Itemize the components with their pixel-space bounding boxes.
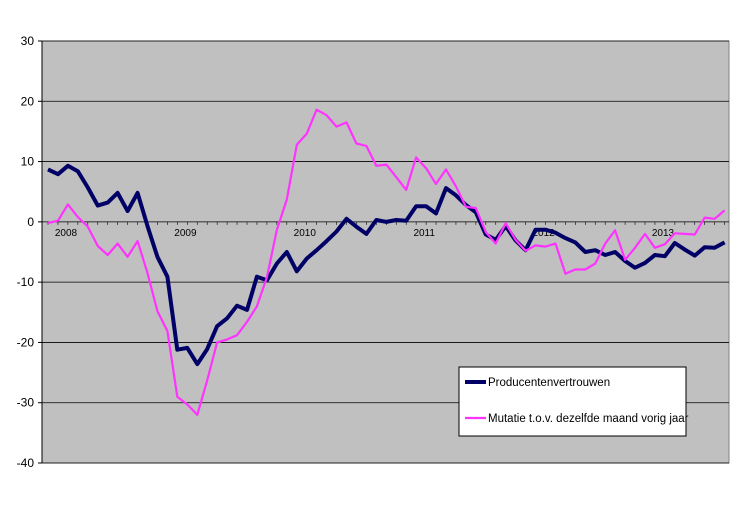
y-tick-label: 10: [21, 155, 35, 169]
y-tick-label: 30: [21, 34, 35, 48]
year-label-2008: 2008: [55, 228, 78, 239]
legend-label-2: Mutatie t.o.v. dezelfde maand vorig jaar: [488, 413, 689, 425]
year-label-2011: 2011: [413, 228, 435, 239]
series-lines: [47, 108, 726, 416]
y-tick-label: -30: [17, 396, 35, 410]
year-label-2012: 2012: [532, 228, 555, 239]
y-axis: 30 20 10 0 -10 -20 -30 -40: [17, 34, 43, 470]
legend: Producentenvertrouwen Mutatie t.o.v. deze…: [458, 366, 689, 437]
year-label-2009: 2009: [174, 228, 197, 239]
series-line-1: [47, 163, 726, 367]
y-tick-label: -10: [17, 275, 35, 289]
legend-label-1: Producentenvertrouwen: [488, 377, 610, 389]
y-tick-label: -40: [17, 456, 35, 470]
series-line-2: [47, 108, 726, 416]
x-axis-year-labels: 2008 2009 2010 2011 2012 2013: [55, 228, 675, 239]
legend-box: [458, 366, 687, 437]
year-label-2010: 2010: [294, 228, 317, 239]
year-label-2013: 2013: [652, 228, 675, 239]
y-tick-label: -20: [17, 335, 35, 349]
y-tick-label: 20: [21, 94, 35, 108]
y-tick-label: 0: [27, 215, 34, 229]
